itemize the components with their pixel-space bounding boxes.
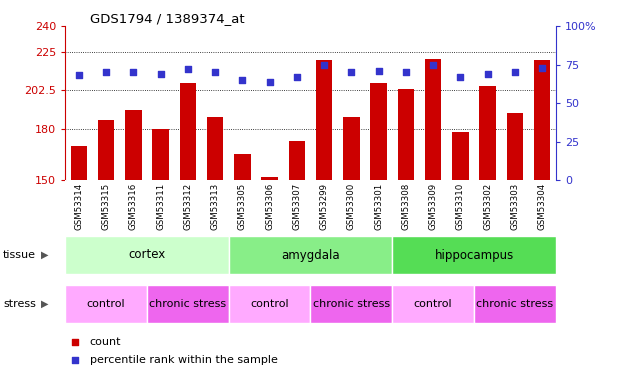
Bar: [152, 129, 169, 180]
Bar: [71, 146, 87, 180]
Text: chronic stress: chronic stress: [313, 299, 390, 309]
Bar: [98, 120, 114, 180]
Bar: [452, 132, 469, 180]
Bar: [229, 236, 392, 274]
Text: GSM53308: GSM53308: [401, 183, 410, 230]
Text: GDS1794 / 1389374_at: GDS1794 / 1389374_at: [89, 12, 244, 25]
Bar: [179, 82, 196, 180]
Point: [74, 72, 84, 78]
Bar: [534, 60, 550, 180]
Bar: [261, 177, 278, 180]
Text: GSM53302: GSM53302: [483, 183, 492, 230]
Point: [510, 69, 520, 75]
Text: stress: stress: [3, 299, 36, 309]
Text: control: control: [87, 299, 125, 309]
Bar: [125, 110, 142, 180]
Point: [210, 69, 220, 75]
Text: GSM53299: GSM53299: [320, 183, 329, 230]
Text: percentile rank within the sample: percentile rank within the sample: [89, 355, 278, 365]
Bar: [147, 285, 229, 322]
Text: control: control: [414, 299, 453, 309]
Point: [347, 69, 356, 75]
Text: GSM53312: GSM53312: [183, 183, 193, 230]
Text: GSM53305: GSM53305: [238, 183, 247, 230]
Text: tissue: tissue: [3, 250, 36, 260]
Text: amygdala: amygdala: [281, 249, 340, 261]
Text: GSM53315: GSM53315: [102, 183, 111, 230]
Bar: [392, 236, 556, 274]
Bar: [479, 86, 496, 180]
Point: [537, 65, 547, 71]
Bar: [371, 82, 387, 180]
Bar: [425, 59, 442, 180]
Bar: [392, 285, 474, 322]
Bar: [234, 154, 250, 180]
Point: [483, 71, 492, 77]
Text: GSM53300: GSM53300: [347, 183, 356, 230]
Text: GSM53306: GSM53306: [265, 183, 274, 230]
Bar: [65, 285, 147, 322]
Text: GSM53304: GSM53304: [538, 183, 546, 230]
Point: [455, 74, 465, 80]
Bar: [310, 285, 392, 322]
Text: ▶: ▶: [41, 299, 48, 309]
Point: [101, 69, 111, 75]
Text: GSM53314: GSM53314: [75, 183, 83, 230]
Text: GSM53316: GSM53316: [129, 183, 138, 230]
Point: [156, 71, 166, 77]
Text: GSM53310: GSM53310: [456, 183, 465, 230]
Bar: [229, 285, 310, 322]
Text: GSM53313: GSM53313: [211, 183, 220, 230]
Point: [401, 69, 411, 75]
Bar: [507, 113, 523, 180]
Bar: [397, 90, 414, 180]
Point: [292, 74, 302, 80]
Bar: [316, 60, 332, 180]
Text: GSM53309: GSM53309: [428, 183, 438, 230]
Point: [70, 339, 80, 345]
Point: [237, 77, 247, 83]
Text: GSM53311: GSM53311: [156, 183, 165, 230]
Text: count: count: [89, 336, 121, 346]
Point: [374, 68, 384, 74]
Text: cortex: cortex: [129, 249, 166, 261]
Bar: [65, 236, 229, 274]
Bar: [343, 117, 360, 180]
Text: GSM53303: GSM53303: [510, 183, 519, 230]
Bar: [207, 117, 224, 180]
Text: GSM53301: GSM53301: [374, 183, 383, 230]
Bar: [474, 285, 556, 322]
Bar: [289, 141, 305, 180]
Text: control: control: [250, 299, 289, 309]
Point: [183, 66, 193, 72]
Text: GSM53307: GSM53307: [292, 183, 301, 230]
Point: [319, 62, 329, 68]
Text: ▶: ▶: [41, 250, 48, 260]
Point: [265, 79, 274, 85]
Text: chronic stress: chronic stress: [149, 299, 227, 309]
Point: [129, 69, 138, 75]
Point: [428, 62, 438, 68]
Point: [70, 357, 80, 363]
Text: hippocampus: hippocampus: [435, 249, 514, 261]
Text: chronic stress: chronic stress: [476, 299, 553, 309]
